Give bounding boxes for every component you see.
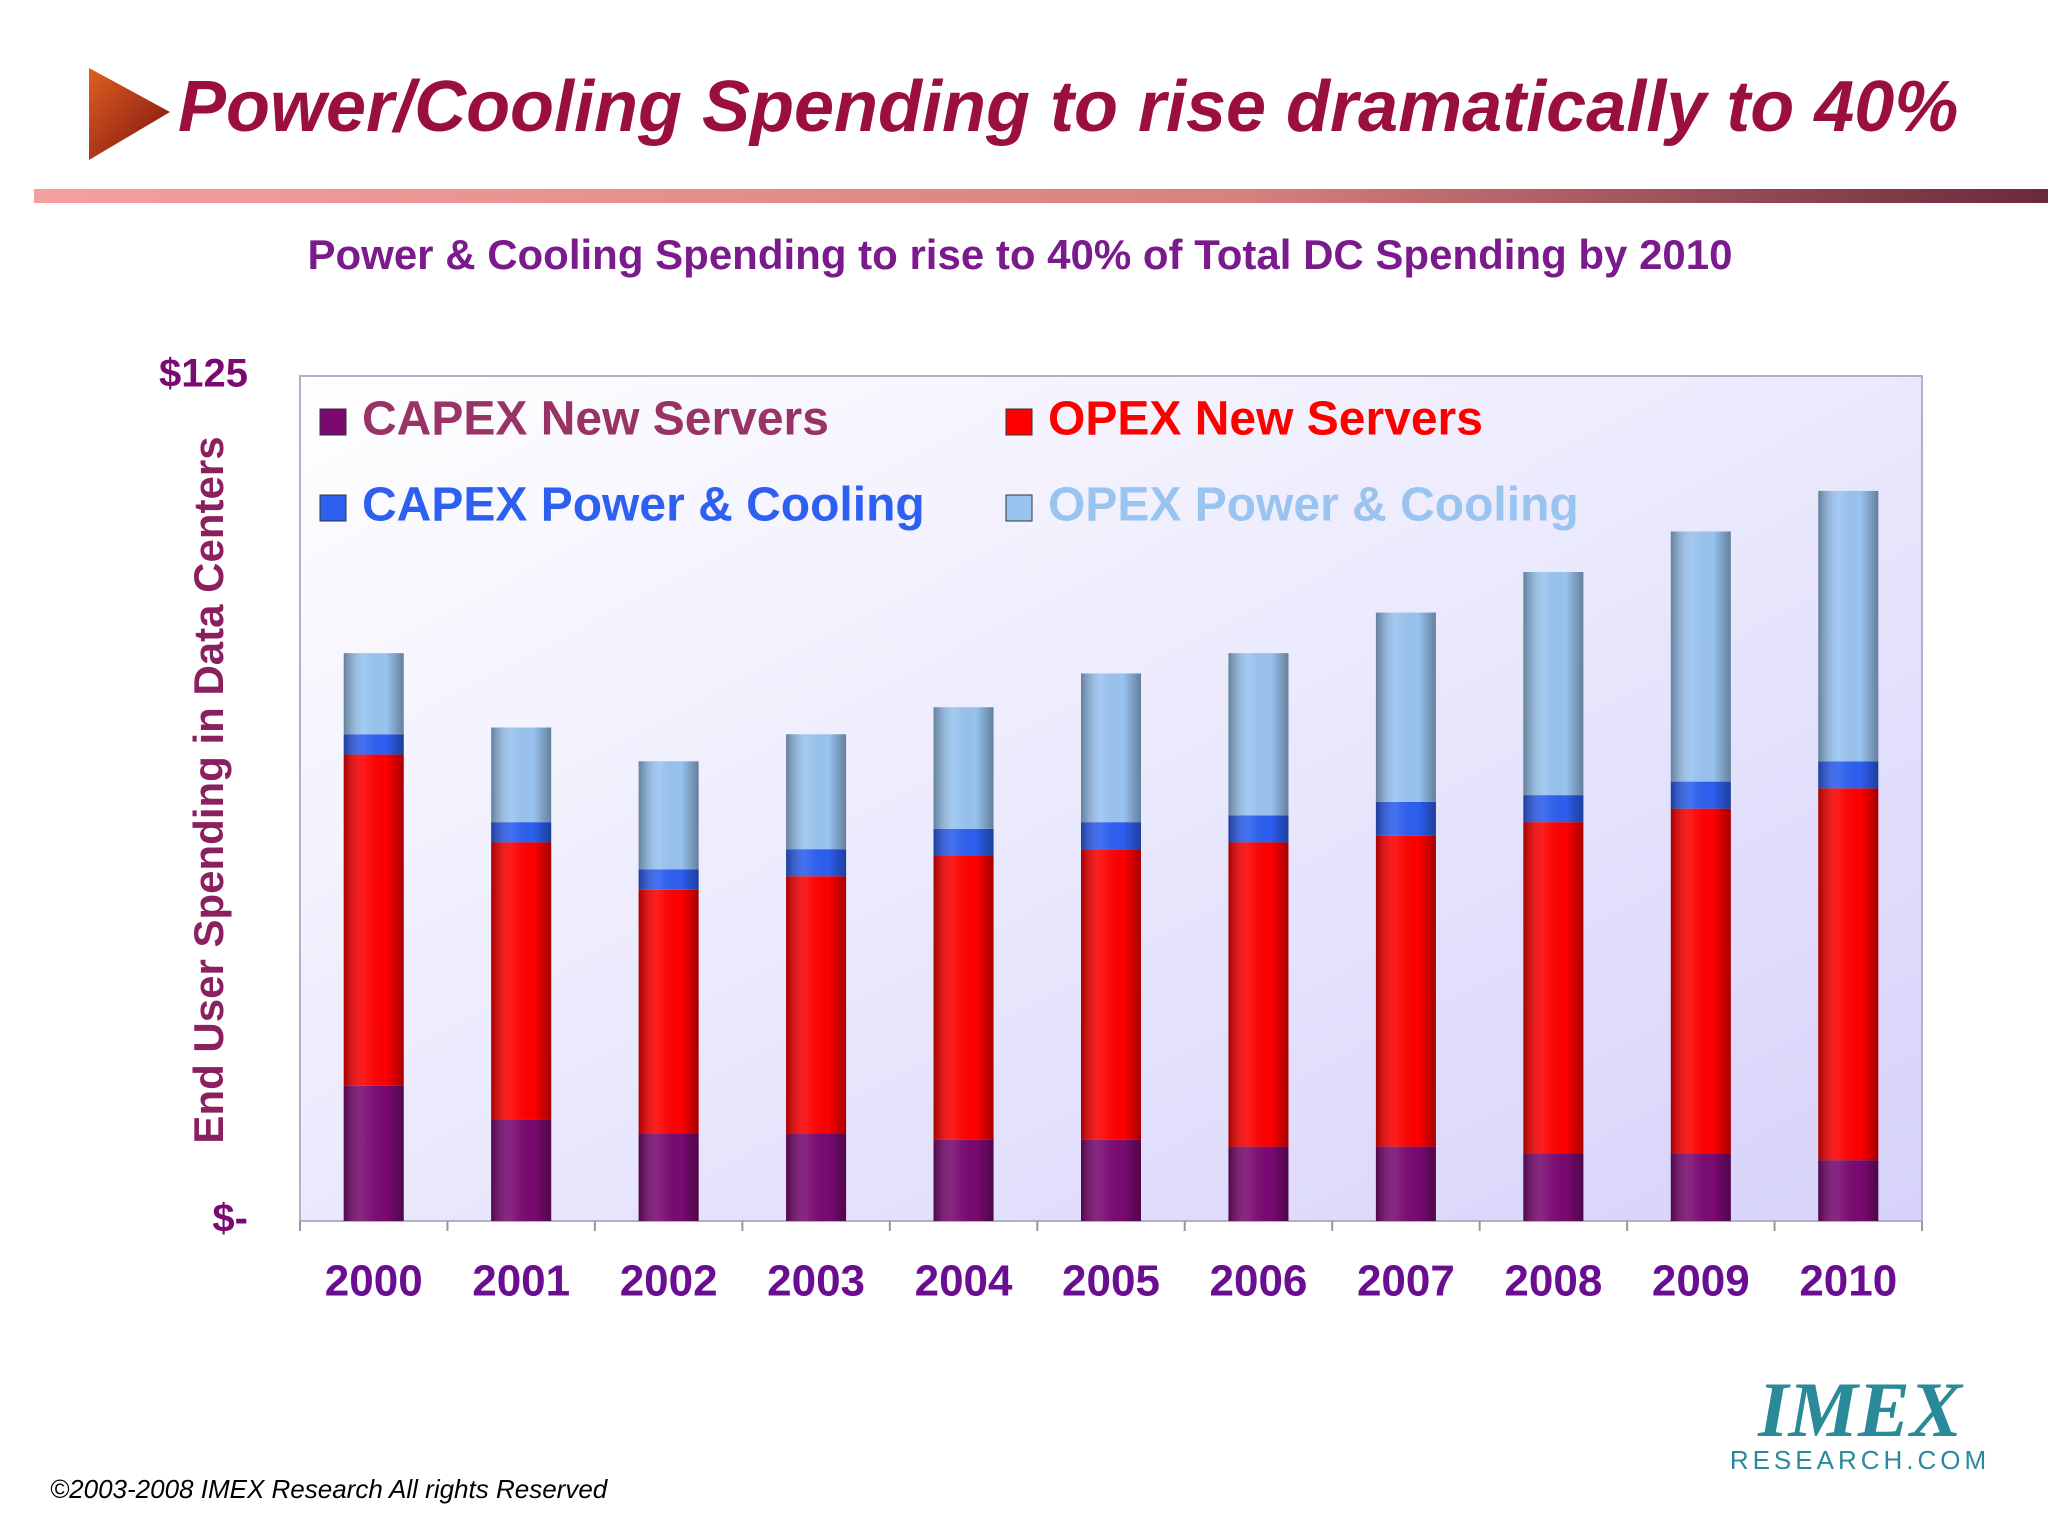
logo-subtitle: RESEARCH.COM	[1730, 1445, 1990, 1475]
bar-shade	[933, 855, 994, 1140]
bar-shade	[638, 1133, 699, 1221]
bar-shade	[1375, 801, 1436, 836]
title-icon	[89, 68, 170, 160]
bar-shade	[343, 653, 404, 735]
slide-title: Power/Cooling Spending to rise dramatica…	[178, 67, 1958, 147]
bar-shade	[638, 889, 699, 1134]
x-tick-label: 2000	[325, 1257, 423, 1306]
y-tick-label: $125	[159, 352, 248, 396]
x-tick-label: 2008	[1504, 1257, 1602, 1306]
bar-shade	[1818, 761, 1879, 789]
bar-shade	[638, 761, 699, 870]
y-tick-label: $-	[212, 1197, 248, 1241]
bar-shade	[1081, 673, 1141, 823]
bar-shade	[1523, 822, 1584, 1154]
bar-shade	[1818, 788, 1879, 1161]
bar-shade	[1670, 808, 1731, 1154]
bar-shade	[491, 1119, 552, 1221]
title-rule	[34, 189, 2048, 203]
bar-shade	[786, 1133, 847, 1221]
plot: $- $125 2000 2001 2002 2003 2004 2005 2006 2007 20…	[159, 352, 1923, 1306]
legend-label: OPEX New Servers	[1048, 393, 1483, 446]
bar-shade	[786, 849, 847, 877]
bar-shade	[1228, 1146, 1289, 1221]
x-tick-label: 2001	[472, 1257, 570, 1306]
bar-shade	[786, 734, 847, 850]
y-axis-label: End User Spending in Data Centers	[185, 436, 232, 1143]
x-tick-label: 2005	[1062, 1257, 1160, 1306]
bar-shade	[933, 1139, 994, 1221]
legend-swatch	[1005, 408, 1033, 436]
legend-label: CAPEX New Servers	[362, 393, 829, 446]
x-tick-label: 2010	[1799, 1257, 1897, 1306]
bar-shade	[491, 842, 552, 1120]
bar-shade	[1375, 1146, 1436, 1221]
legend-label: CAPEX Power & Cooling	[362, 479, 925, 532]
bar-shade	[343, 1085, 404, 1221]
bar-shade	[343, 734, 404, 755]
bar-shade	[1670, 531, 1731, 782]
x-tick-label: 2006	[1210, 1257, 1308, 1306]
bar-shade	[1228, 815, 1289, 843]
bar-shade	[1081, 1139, 1141, 1221]
bar-shade	[1523, 1153, 1584, 1221]
bar-shade	[1375, 612, 1436, 802]
x-tick-label: 2003	[767, 1257, 865, 1306]
bar-shade	[933, 828, 994, 856]
bar-shade	[1228, 842, 1289, 1147]
x-tick-label: 2007	[1357, 1257, 1455, 1306]
bar-shade	[1818, 490, 1879, 762]
bar-shade	[638, 869, 699, 890]
legend-swatch	[319, 494, 347, 522]
x-tick-label: 2004	[915, 1257, 1013, 1306]
bar-shade	[491, 822, 552, 843]
bar-shade	[1228, 653, 1289, 816]
bar-shade	[1670, 1153, 1731, 1221]
bar-shade	[1818, 1160, 1879, 1221]
x-tick-label: 2009	[1652, 1257, 1750, 1306]
logo: IMEX	[1757, 1366, 1964, 1453]
bar-shade	[1670, 781, 1731, 809]
legend-label: OPEX Power & Cooling	[1048, 479, 1579, 532]
chart-title: Power & Cooling Spending to rise to 40% …	[307, 231, 1732, 278]
bar-shade	[1081, 822, 1141, 850]
bar-shade	[1375, 835, 1436, 1147]
legend-swatch	[1005, 494, 1033, 522]
x-tick-label: 2002	[620, 1257, 718, 1306]
bar-shade	[933, 707, 994, 829]
legend-swatch	[319, 408, 347, 436]
bar-shade	[1523, 795, 1584, 823]
bar-shade	[1523, 572, 1584, 796]
copyright: ©2003-2008 IMEX Research All rights Rese…	[50, 1474, 609, 1504]
bar-shade	[786, 876, 847, 1134]
bar-shade	[343, 754, 404, 1086]
bar-shade	[1081, 849, 1141, 1140]
bar-shade	[491, 727, 552, 823]
